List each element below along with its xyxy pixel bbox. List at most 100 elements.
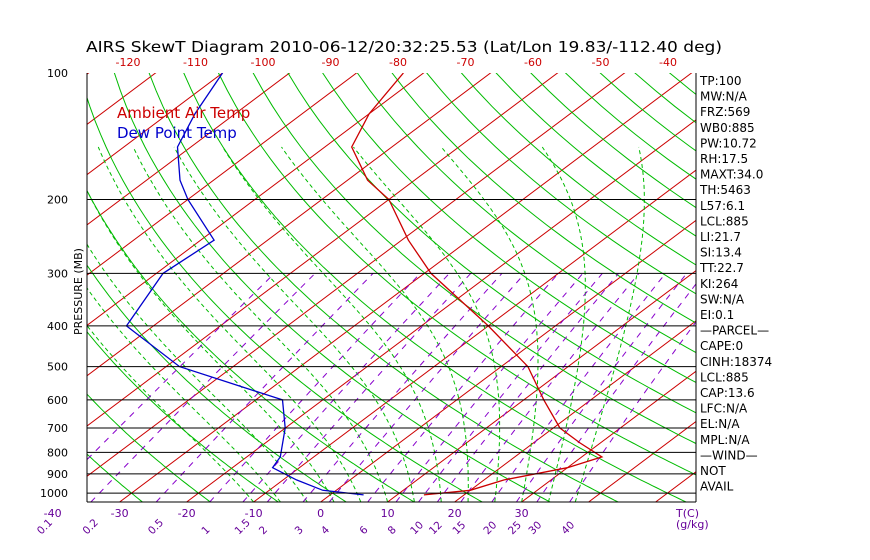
mixing-ratio-line (460, 273, 640, 502)
isotherm-line (453, 320, 696, 502)
isotherm-line (185, 119, 696, 502)
bottom-temp-tick: 0 (317, 507, 324, 520)
index-entry: L57:6.1 (700, 199, 745, 213)
isotherm-line (386, 270, 696, 502)
index-entry: MW:N/A (700, 90, 748, 104)
isotherm-line (87, 73, 291, 226)
index-entry: —PARCEL— (700, 324, 769, 338)
index-entry: CAP:13.6 (700, 386, 755, 400)
index-entry: MPL:N/A (700, 433, 750, 447)
dry-adiabat-line (87, 189, 416, 502)
mixing-ratio-label: 2 (257, 524, 270, 537)
index-entry: LCL:885 (700, 214, 749, 228)
dry-adiabat-line (217, 73, 696, 476)
moist-adiabat-line (281, 146, 469, 502)
pressure-tick-label: 100 (47, 67, 68, 80)
dry-adiabat-line (530, 73, 696, 209)
index-entry: LCL:885 (700, 370, 749, 384)
dry-adiabat-line (87, 453, 144, 502)
plot-frame (86, 73, 697, 503)
index-entry: LI:21.7 (700, 230, 741, 244)
top-temp-tick: -40 (659, 56, 677, 69)
top-temp-tick: -60 (524, 56, 542, 69)
isotherm-line (87, 73, 90, 75)
mixing-ratio-line (90, 273, 316, 502)
pressure-tick-label: 800 (47, 446, 68, 459)
dry-adiabat-line (252, 73, 696, 445)
dry-adiabat-line (495, 73, 696, 237)
moist-adiabat-line (132, 146, 389, 502)
pressure-tick-label: 700 (47, 422, 68, 435)
dry-adiabat-line (87, 96, 484, 502)
pressure-tick-label: 900 (47, 468, 68, 481)
mixing-ratio-label: 4 (319, 524, 332, 537)
mixing-ratio-line (418, 273, 603, 502)
isotherm-line (87, 73, 224, 176)
bottom-temp-tick: 20 (448, 507, 462, 520)
isotherm-line (87, 73, 559, 427)
pressure-tick-label: 1000 (40, 487, 68, 500)
mixing-ratio-label: 30 (526, 519, 544, 537)
moist-adiabat-line (574, 146, 645, 502)
index-entry: EI:0.1 (700, 308, 734, 322)
mixing-ratio-line (209, 273, 421, 502)
dry-adiabat-line (183, 73, 688, 502)
index-entry: EL:N/A (700, 417, 740, 431)
index-entry: TP:100 (699, 74, 742, 88)
isotherm-line (118, 73, 693, 502)
isotherm-line (87, 73, 358, 276)
index-entry: FRZ:569 (700, 105, 750, 119)
mixing-ratio-label: 40 (559, 519, 577, 537)
mixing-ratio-label: 12 (427, 519, 445, 537)
bottom-temp-tick: -10 (245, 507, 263, 520)
legend-dewpoint: Dew Point Temp (117, 124, 237, 142)
dry-adiabat-line (148, 73, 620, 502)
mixing-ratio-line (436, 273, 619, 502)
pressure-tick-label: 600 (47, 394, 68, 407)
index-entry: PW:10.72 (700, 136, 757, 150)
index-entry: SI:13.4 (700, 246, 742, 260)
dry-adiabat-line (426, 73, 696, 295)
index-entry: KI:264 (700, 277, 738, 291)
index-entry: LFC:N/A (700, 402, 748, 416)
index-entry: SW:N/A (700, 292, 745, 306)
index-entry: NOT (700, 464, 726, 478)
mixing-ratio-line (302, 273, 503, 502)
mixing-ratio-unit: (g/kg) (676, 518, 709, 531)
mixing-ratio-line (266, 273, 472, 502)
y-axis-label: PRESSURE (MB) (72, 248, 85, 335)
mixing-ratio-line (515, 273, 687, 502)
mixing-ratio-label: 0.5 (146, 517, 166, 537)
dry-adiabat-line (391, 73, 696, 324)
legend-ambient: Ambient Air Temp (117, 104, 250, 122)
index-entry: WB0:885 (700, 121, 755, 135)
pressure-tick-label: 300 (47, 267, 68, 280)
bottom-temp-tick: -20 (178, 507, 196, 520)
pressure-tick-label: 200 (47, 194, 68, 207)
mixing-ratio-line (367, 273, 559, 502)
mixing-ratio-line (155, 273, 374, 502)
moist-adiabat-line (87, 189, 335, 502)
pressure-tick-label: 500 (47, 361, 68, 374)
chart-title: AIRS SkewT Diagram 2010-06-12/20:32:25.5… (86, 38, 722, 56)
isotherm-line (520, 370, 696, 502)
dry-adiabat-line (287, 73, 696, 414)
top-temp-tick: -90 (322, 56, 340, 69)
isotherm-line (87, 73, 626, 477)
isotherm-line (654, 471, 696, 502)
top-temp-tick: -70 (457, 56, 475, 69)
mixing-ratio-line (395, 273, 584, 502)
mixing-ratio-line (87, 273, 275, 461)
mixing-ratio-line (328, 273, 526, 502)
mixing-ratio-label: 8 (386, 524, 399, 537)
mixing-ratio-line (569, 320, 696, 502)
index-entry: —WIND— (700, 448, 758, 462)
mixing-ratio-label: 1 (199, 524, 212, 537)
bottom-temp-tick: -30 (111, 507, 129, 520)
mixing-ratio-label: 25 (506, 519, 524, 537)
bottom-temp-tick: 10 (381, 507, 395, 520)
top-temp-tick: -50 (592, 56, 610, 69)
moist-adiabat-line (173, 146, 415, 502)
